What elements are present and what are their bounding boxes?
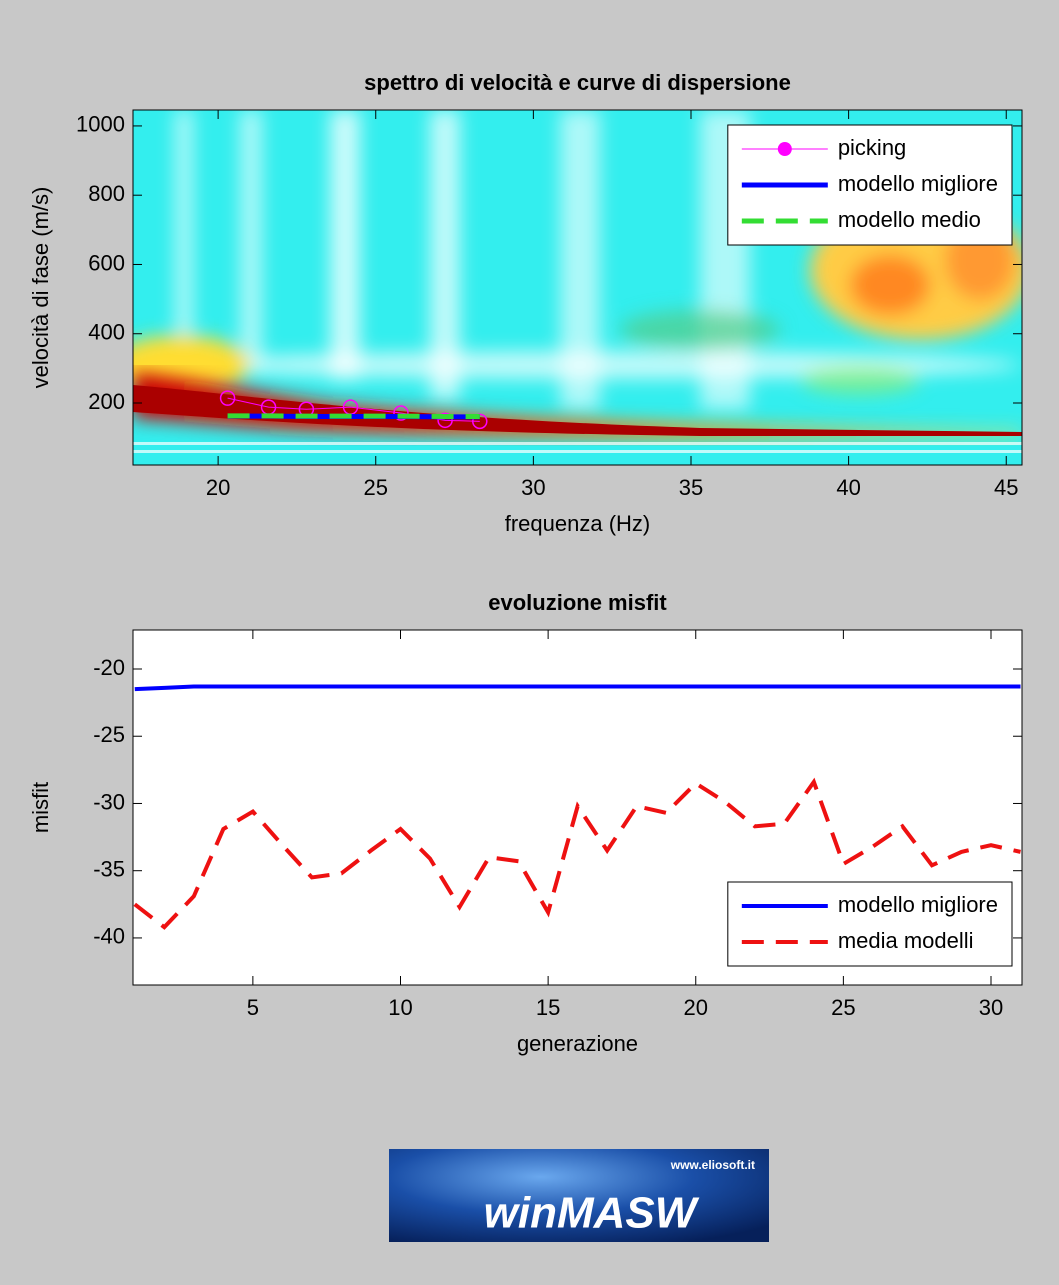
x-tick-label: 45 [994,475,1018,500]
series-line [134,684,1021,692]
series-line [227,413,480,420]
legend-marker [777,142,792,156]
logo-url: www.eliosoft.it [670,1158,755,1172]
legend-label: modello medio [838,207,981,232]
plot-lines [133,684,1021,930]
chart-title: spettro di velocità e curve di dispersio… [364,70,791,95]
axes-box [132,629,1023,986]
x-axis-label: generazione [517,1031,638,1056]
legend: picking modello migliore modello medio [727,124,1013,246]
axes-box [132,109,1023,466]
legend: modello migliore media modelli [727,881,1013,967]
x-tick-label: 40 [836,475,860,500]
marker [219,390,236,406]
y-axis-label: velocità di fase (m/s) [28,187,53,389]
legend-label: modello migliore [838,171,998,196]
plot-lines [219,390,488,430]
x-tick-label: 10 [388,995,412,1020]
x-tick-label: 30 [979,995,1003,1020]
y-tick-label: -40 [93,924,125,949]
logo-name: winMASW [484,1189,700,1238]
x-tick-label: 30 [521,475,545,500]
series-line [227,397,480,422]
y-tick-label: 400 [88,320,125,345]
legend-label: picking [838,135,906,160]
y-tick-label: 200 [88,389,125,414]
y-tick-label: -25 [93,722,125,747]
chart-title: evoluzione misfit [488,590,667,615]
legend-box [727,881,1013,967]
marker [437,412,453,429]
x-tick-label: 20 [206,475,230,500]
y-tick-label: 800 [88,181,125,206]
y-tick-label: 600 [88,250,125,275]
y-tick-label: -35 [93,857,125,882]
y-tick-label: -20 [93,655,125,680]
legend-label: media modelli [838,928,974,953]
y-axis-label: misfit [28,782,53,833]
legend-label: modello migliore [838,892,998,917]
series-line [133,777,1021,930]
y-tick-label: 1000 [76,112,125,137]
logo-box [389,1149,769,1242]
x-axis-label: frequenza (Hz) [505,511,651,536]
marker [393,405,409,421]
x-tick-label: 15 [536,995,560,1020]
x-tick-label: 25 [363,475,387,500]
x-tick-label: 20 [684,995,708,1020]
y-tick-label: -30 [93,789,125,814]
x-tick-label: 35 [679,475,703,500]
logo: www.eliosoft.it winMASW [389,1149,769,1242]
x-tick-label: 5 [247,995,259,1020]
x-tick-label: 25 [831,995,855,1020]
